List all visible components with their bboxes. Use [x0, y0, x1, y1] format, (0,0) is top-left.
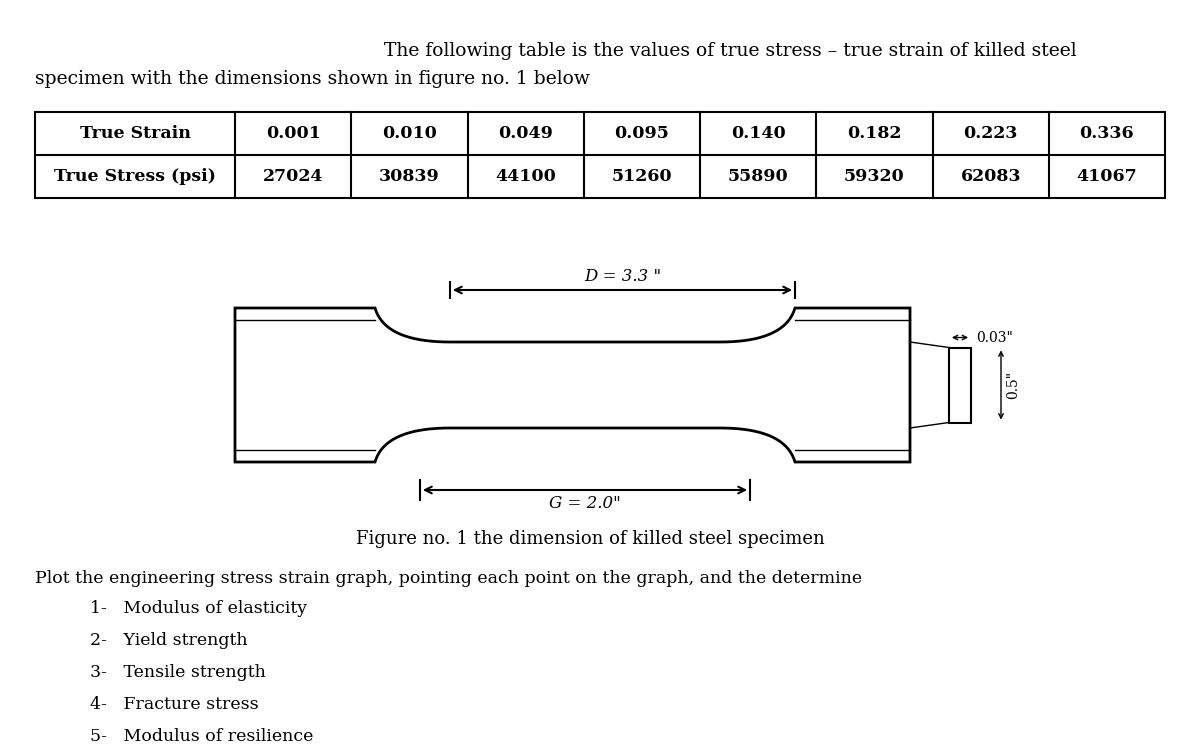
- Text: 44100: 44100: [496, 168, 556, 185]
- Text: 2-   Yield strength: 2- Yield strength: [90, 632, 247, 649]
- Text: 0.049: 0.049: [498, 125, 553, 142]
- Text: 0.182: 0.182: [847, 125, 901, 142]
- Text: 0.010: 0.010: [382, 125, 437, 142]
- Polygon shape: [235, 308, 910, 462]
- Text: 3-   Tensile strength: 3- Tensile strength: [90, 664, 266, 681]
- Text: 0.095: 0.095: [614, 125, 670, 142]
- Text: 0.140: 0.140: [731, 125, 786, 142]
- Text: D = 3.3 ": D = 3.3 ": [584, 268, 661, 285]
- Text: 41067: 41067: [1076, 168, 1138, 185]
- Text: 55890: 55890: [727, 168, 788, 185]
- Text: Plot the engineering stress strain graph, pointing each point on the graph, and : Plot the engineering stress strain graph…: [35, 570, 862, 587]
- Text: 0.336: 0.336: [1080, 125, 1134, 142]
- Text: G = 2.0": G = 2.0": [550, 495, 620, 512]
- Text: 4-   Fracture stress: 4- Fracture stress: [90, 696, 259, 713]
- Text: 62083: 62083: [960, 168, 1021, 185]
- Bar: [949, 347, 971, 422]
- Text: 0.223: 0.223: [964, 125, 1018, 142]
- Text: 30839: 30839: [379, 168, 439, 185]
- Text: The following table is the values of true stress – true strain of killed steel: The following table is the values of tru…: [384, 42, 1076, 60]
- Text: 0.001: 0.001: [265, 125, 320, 142]
- Text: True Stress (psi): True Stress (psi): [54, 168, 216, 185]
- Text: 0.03": 0.03": [976, 331, 1013, 345]
- Text: Figure no. 1 the dimension of killed steel specimen: Figure no. 1 the dimension of killed ste…: [355, 530, 824, 548]
- Text: 5-   Modulus of resilience: 5- Modulus of resilience: [90, 728, 313, 745]
- Text: 1-   Modulus of elasticity: 1- Modulus of elasticity: [90, 600, 307, 617]
- Text: 27024: 27024: [263, 168, 323, 185]
- Text: 51260: 51260: [612, 168, 672, 185]
- Text: True Strain: True Strain: [79, 125, 191, 142]
- Text: 59320: 59320: [844, 168, 905, 185]
- Bar: [35, 112, 1165, 198]
- Text: specimen with the dimensions shown in figure no. 1 below: specimen with the dimensions shown in fi…: [35, 70, 590, 88]
- Text: 0.5": 0.5": [1006, 371, 1020, 399]
